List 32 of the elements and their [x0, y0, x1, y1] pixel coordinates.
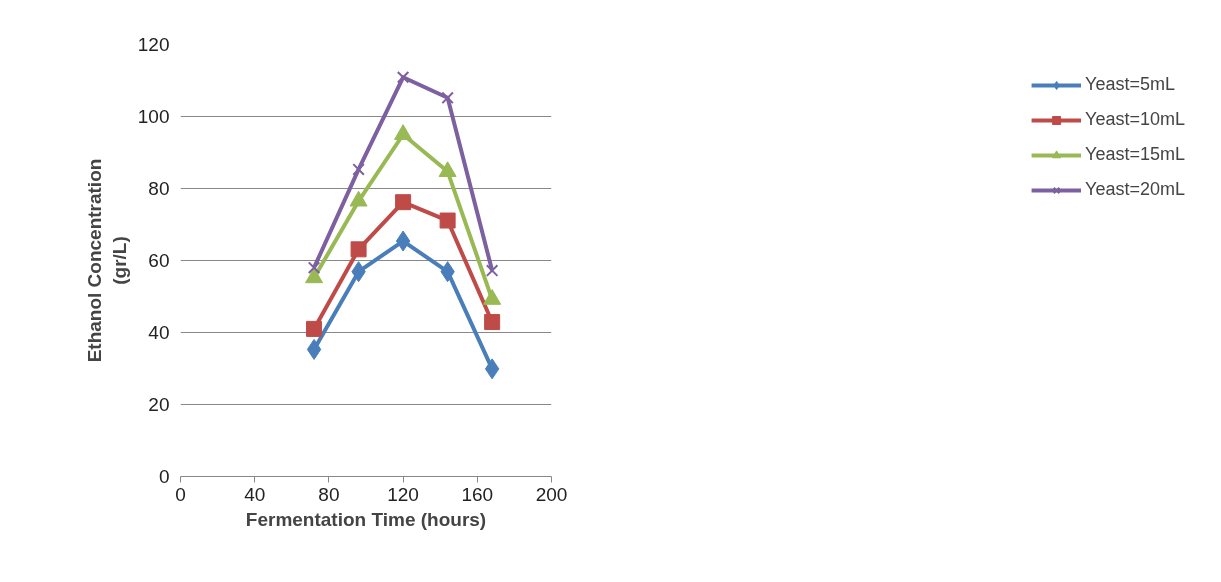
x-tick-label: 120: [387, 483, 419, 505]
y-tick-label: 0: [158, 466, 170, 487]
y-tick-label: 60: [148, 250, 170, 271]
point: [439, 212, 456, 229]
x-tick-label: 0: [175, 483, 186, 505]
legend-label: Yeast=5mL: [1085, 74, 1175, 95]
point: [306, 320, 323, 337]
legend-label: Yeast=15mL: [1085, 144, 1185, 165]
legend-label: Yeast=10mL: [1085, 109, 1185, 130]
y-tick-label: 120: [137, 34, 170, 55]
x-axis-title: Fermentation Time (hours): [245, 508, 487, 530]
x-tick-label: 160: [461, 483, 494, 505]
y-tick-label: 40: [148, 322, 170, 343]
legend-label: Yeast=20mL: [1085, 179, 1185, 200]
point: [441, 91, 454, 105]
x-tick-label: 80: [318, 483, 340, 505]
point: [306, 338, 322, 360]
y-tick-label: 100: [137, 106, 170, 127]
point: [484, 358, 500, 380]
y-tick-label: 80: [148, 178, 170, 199]
point: [352, 163, 365, 176]
point: [395, 194, 412, 211]
point: [485, 264, 499, 277]
x-tick-label: 40: [244, 483, 266, 505]
point: [396, 70, 410, 84]
point: [307, 261, 321, 274]
x-tick-label: 200: [535, 483, 568, 505]
point: [350, 241, 367, 258]
point: [395, 230, 411, 252]
y-tick-label: 20: [148, 394, 170, 415]
y-axis-title: Ethanol Concentration (gr/L): [83, 158, 130, 363]
point: [484, 314, 501, 331]
